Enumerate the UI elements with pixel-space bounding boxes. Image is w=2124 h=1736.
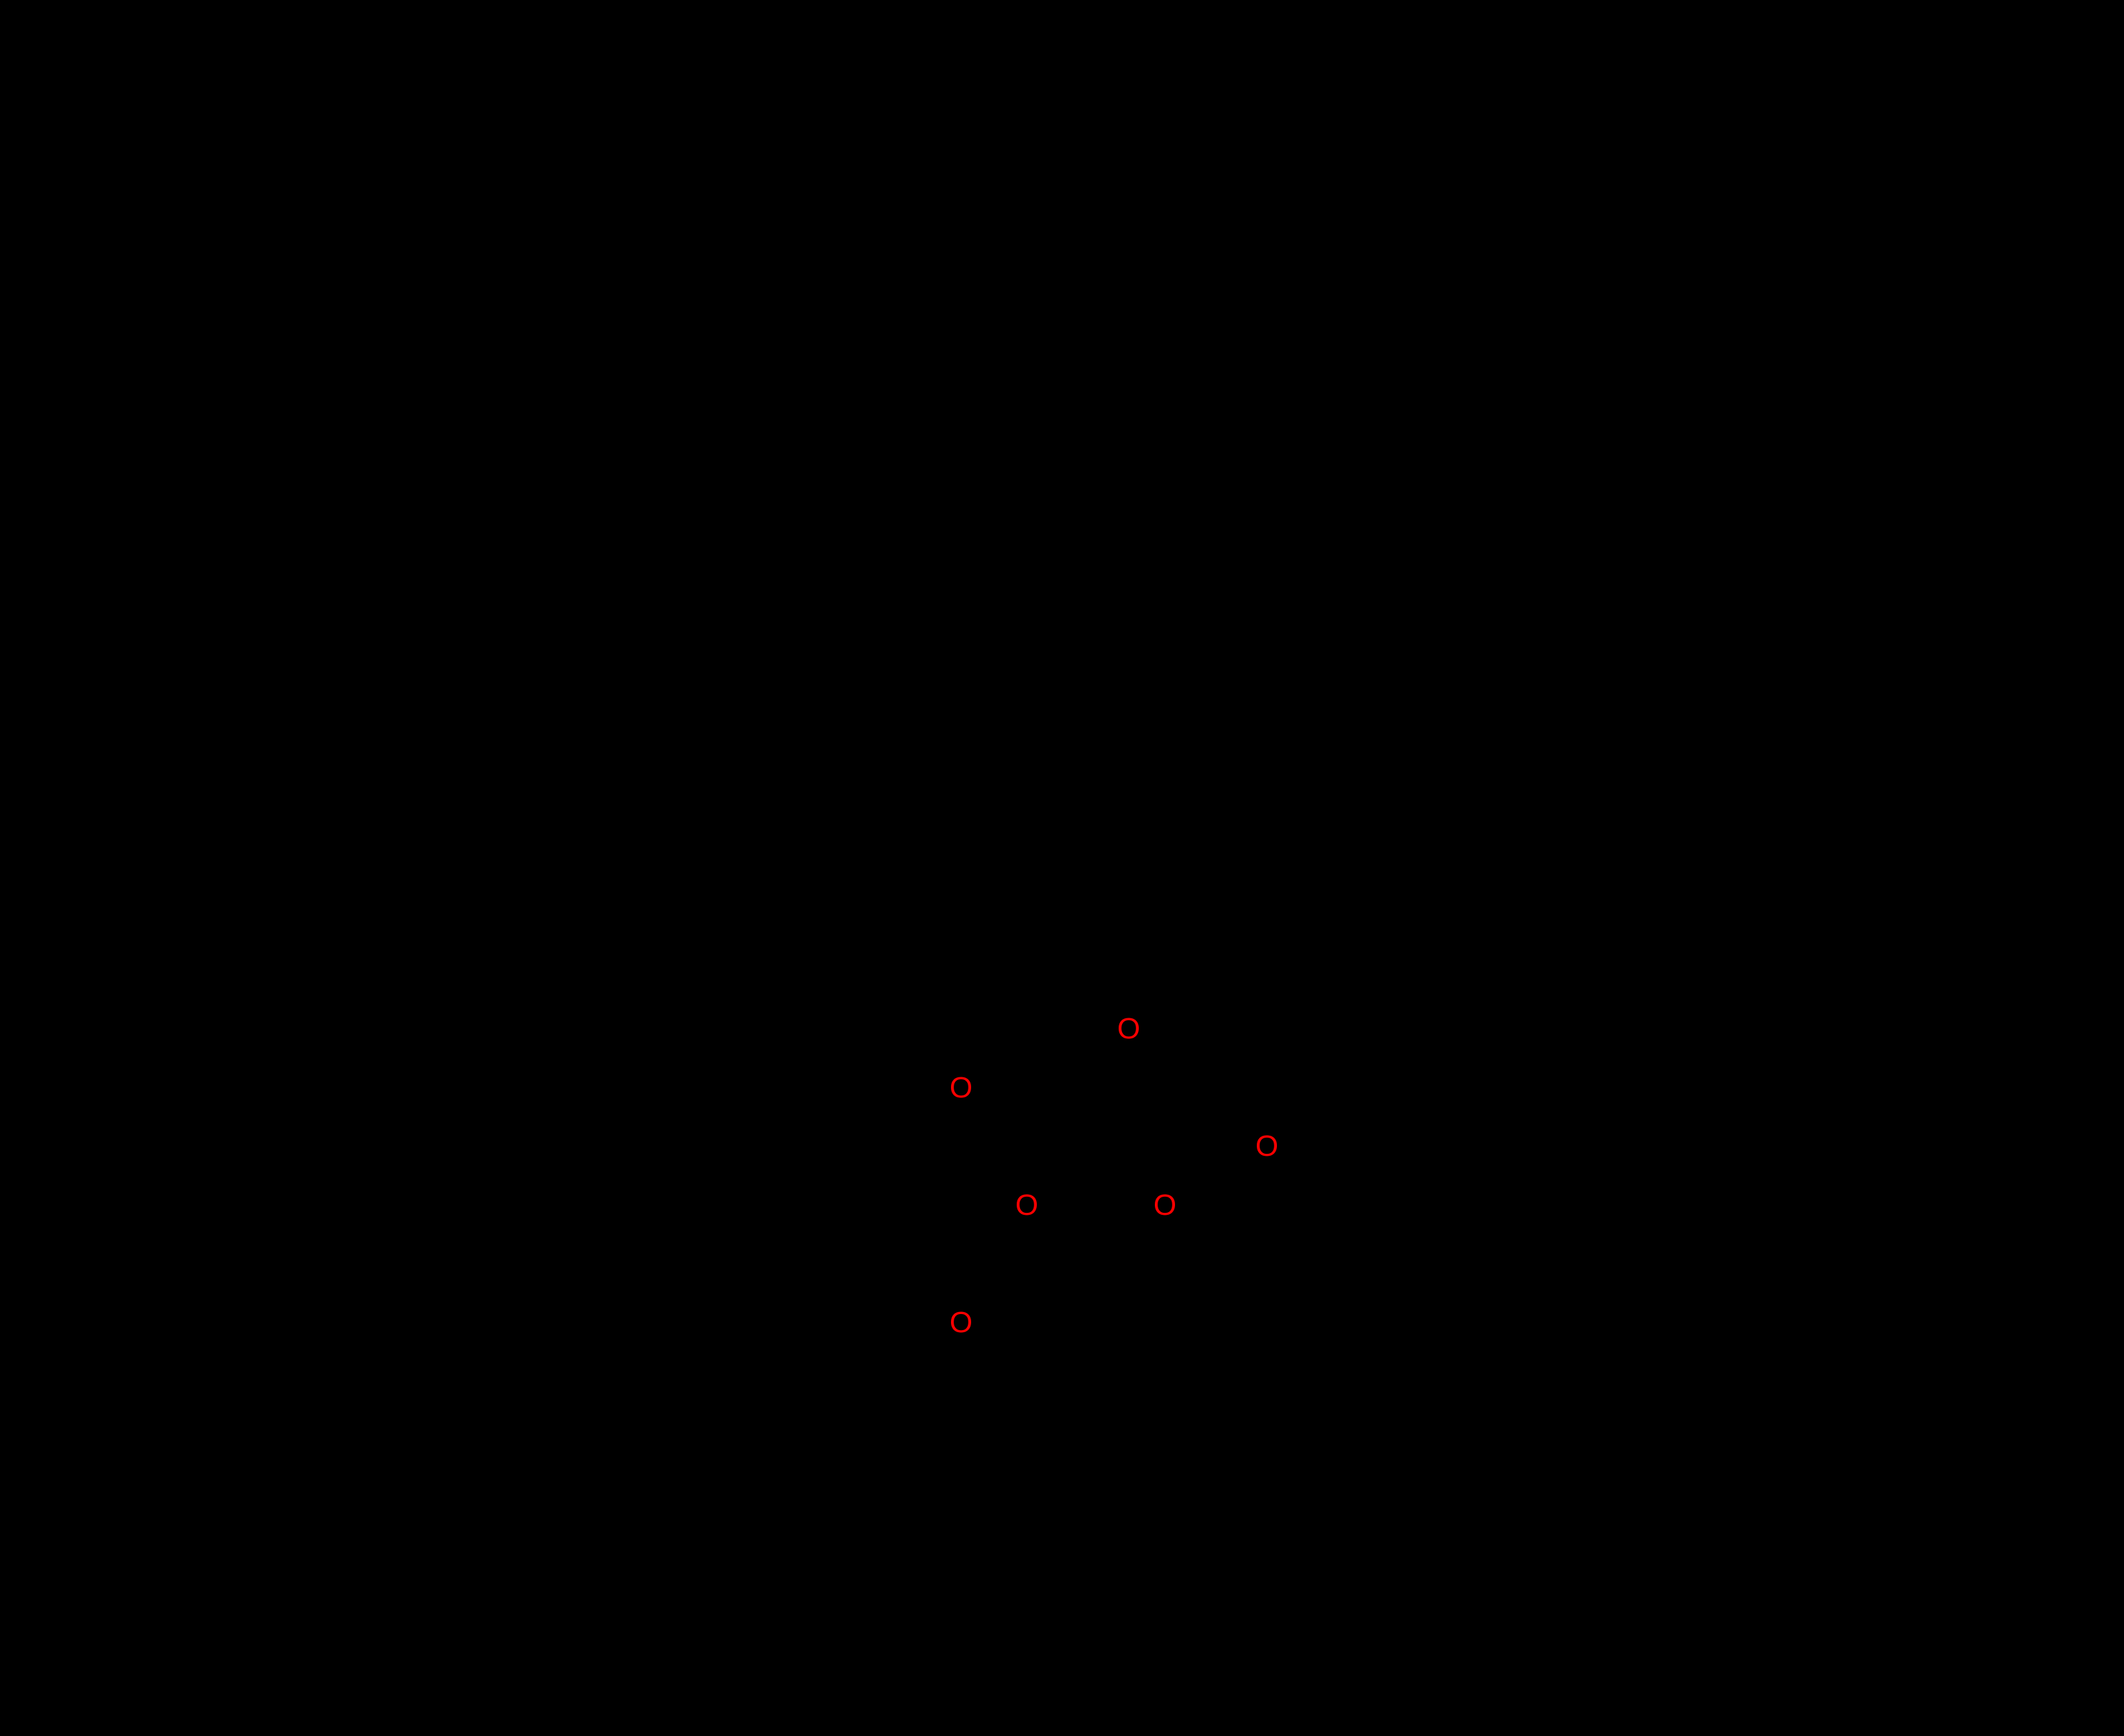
oxygen-atom-label: O bbox=[1015, 1189, 1038, 1222]
oxygen-atom-label: O bbox=[1255, 1130, 1278, 1163]
oxygen-atom-label: O bbox=[1154, 1189, 1176, 1222]
oxygen-atom-label: O bbox=[950, 1306, 972, 1340]
canvas: O O O O O O bbox=[0, 0, 2124, 1736]
oxygen-atom-label: O bbox=[950, 1071, 972, 1105]
oxygen-atom-label: O bbox=[1117, 1012, 1140, 1046]
